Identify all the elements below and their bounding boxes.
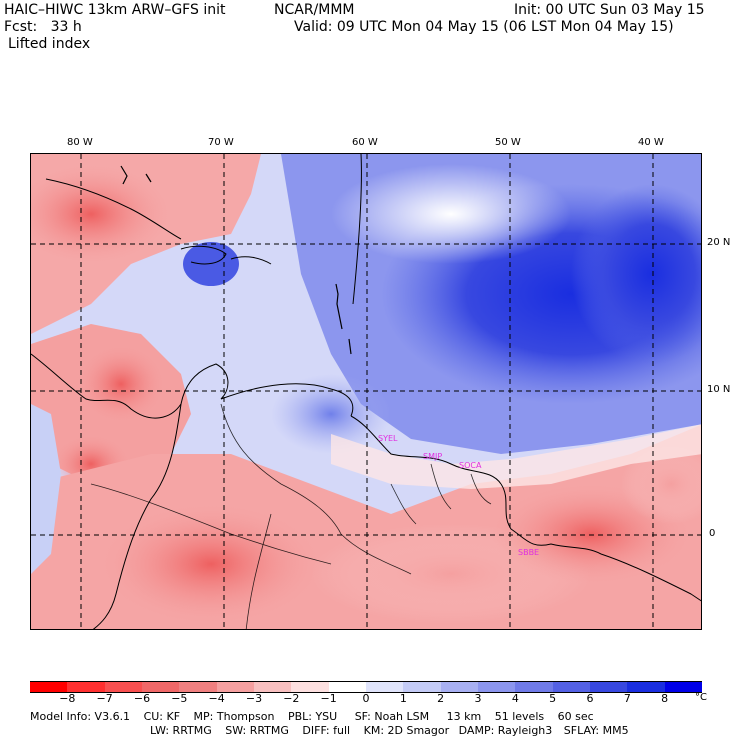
unstable-panama <box>76 344 166 424</box>
plot-title: HAIC–HIWC 13km ARW–GFS init <box>4 2 226 18</box>
lon-label-40w: 40 W <box>638 137 664 148</box>
surface-scheme: SF: Noah LSM <box>354 710 430 723</box>
grid-spacing: 13 km <box>446 710 482 723</box>
colorbar-tick-label: −5 <box>171 692 188 705</box>
coastlines <box>31 154 701 629</box>
colorbar-swatch <box>216 681 255 693</box>
colorbar-tick-label: −7 <box>96 692 113 705</box>
forecast-hour: Fcst: 33 h <box>4 19 82 35</box>
colorbar-swatch <box>67 681 106 693</box>
damping-setting: DAMP: Rayleigh3 <box>458 724 553 737</box>
lon-label-80w: 80 W <box>67 137 93 148</box>
colorbar-swatch <box>478 681 516 693</box>
lat-label-20n: 20 N <box>707 237 731 248</box>
vertical-levels: 51 levels <box>494 710 545 723</box>
islands <box>120 165 352 355</box>
valid-time: Valid: 09 UTC Mon 04 May 15 (06 LST Mon … <box>294 19 674 35</box>
colorbar-tick-label: 1 <box>399 692 407 705</box>
model-info-line1: Model Info: V3.6.1 CU: KF MP: Thompson P… <box>30 710 594 723</box>
colorbar-tick-label: 6 <box>586 692 594 705</box>
station-label: SOCA <box>459 461 482 470</box>
station-label: SYEL <box>378 434 398 443</box>
colorbar-swatch <box>440 681 479 693</box>
colorbar-swatch <box>104 681 143 693</box>
colorbar-swatch <box>254 681 292 693</box>
lat-label-0: 0 <box>709 528 716 539</box>
colorbar-swatch <box>403 681 442 693</box>
colorbar-tick-label: 8 <box>661 692 669 705</box>
colorbar-swatch <box>664 681 703 693</box>
colorbar-tick-label: −2 <box>283 692 300 705</box>
stable-hispaniola <box>183 242 239 286</box>
colorbar-tick-label: −6 <box>133 692 151 705</box>
lon-label-70w: 70 W <box>208 137 234 148</box>
colorbar-tick-label: −8 <box>59 692 76 705</box>
station-label: SMJP <box>423 452 442 461</box>
colorbar-tick-label: 2 <box>437 692 445 705</box>
colorbar-swatch <box>366 681 404 693</box>
unstable-atlantic-se <box>621 444 701 524</box>
colorbar-swatch <box>552 681 591 693</box>
lon-label-60w: 60 W <box>352 137 378 148</box>
surface-layer-setting: SFLAY: MM5 <box>563 724 629 737</box>
graticule <box>31 154 701 629</box>
lat-label-10n: 10 N <box>707 384 731 395</box>
colorbar-swatch <box>328 681 367 693</box>
colorbar-swatch <box>179 681 218 693</box>
light-band <box>331 164 571 264</box>
colorbar-tick-label: 3 <box>474 692 482 705</box>
longwave-scheme: LW: RRTMG <box>150 724 212 737</box>
stable-caribbean <box>271 374 391 454</box>
colorbar-swatch <box>30 681 68 693</box>
colorbar-tick-label: 0 <box>362 692 370 705</box>
colorbar-unit: °C <box>695 692 707 703</box>
init-time: Init: 00 UTC Sun 03 May 15 <box>514 2 705 18</box>
station-markers: SYEL SMJP SOCA SBBE <box>378 434 539 557</box>
colorbar-tick-label: 4 <box>511 692 519 705</box>
lifted-index-map: SYEL SMJP SOCA SBBE <box>30 153 702 630</box>
field-name: Lifted index <box>8 36 91 52</box>
colorbar-tick-label: 7 <box>623 692 631 705</box>
diffusion-setting: DIFF: full <box>302 724 351 737</box>
unstable-amazon-west <box>101 504 321 624</box>
microphysics-scheme: MP: Thompson <box>193 710 275 723</box>
colorbar-swatch <box>590 681 628 693</box>
stable-core-east <box>571 184 701 364</box>
unstable-cuba <box>31 164 171 264</box>
map-canvas: SYEL SMJP SOCA SBBE <box>31 154 701 629</box>
time-step: 60 sec <box>557 710 594 723</box>
pbl-scheme: PBL: YSU <box>287 710 338 723</box>
model-info-line2: LW: RRTMG SW: RRTMG DIFF: full KM: 2D Sm… <box>150 724 629 737</box>
colorbar-tick-label: −4 <box>208 692 225 705</box>
colorbar-tick-label: −3 <box>245 692 263 705</box>
borders <box>90 403 492 629</box>
model-version: Model Info: V3.6.1 <box>30 710 131 723</box>
colorbar-swatch <box>142 681 180 693</box>
station-label: SBBE <box>518 548 539 557</box>
colorbar-swatch <box>515 681 554 693</box>
lon-label-50w: 50 W <box>495 137 521 148</box>
km-setting: KM: 2D Smagor <box>363 724 450 737</box>
transition-band <box>331 424 701 489</box>
colorbar-tick-label: 5 <box>549 692 557 705</box>
cumulus-scheme: CU: KF <box>143 710 181 723</box>
colorbar-swatch <box>291 681 330 693</box>
model-center: NCAR/MMM <box>274 2 355 18</box>
colorbar-swatch <box>627 681 666 693</box>
colorbar-tick-label: −1 <box>320 692 337 705</box>
pacific-sliver <box>31 404 61 574</box>
shortwave-scheme: SW: RRTMG <box>225 724 289 737</box>
